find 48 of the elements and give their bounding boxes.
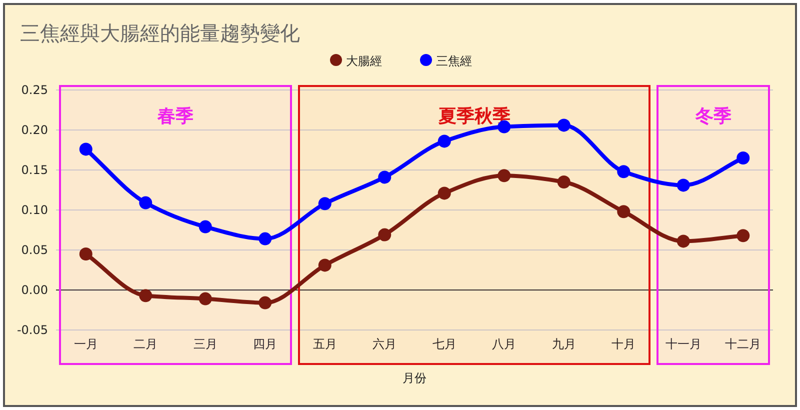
point xyxy=(378,170,392,184)
x-tick-label: 八月 xyxy=(492,337,516,351)
legend-label: 三焦經 xyxy=(436,54,472,68)
x-tick-label: 六月 xyxy=(372,337,397,351)
point xyxy=(258,296,272,310)
point xyxy=(139,196,152,210)
y-tick-label: 0.00 xyxy=(21,283,48,297)
band-label: 冬季 xyxy=(694,106,732,127)
point xyxy=(258,232,272,246)
x-tick-label: 十月 xyxy=(612,337,636,351)
x-axis-title: 月份 xyxy=(402,371,426,385)
point xyxy=(438,186,451,200)
point xyxy=(79,248,92,260)
point xyxy=(378,228,392,242)
legend-label: 大腸經 xyxy=(346,54,382,68)
y-tick-label: 0.15 xyxy=(21,163,48,177)
x-tick-label: 十二月 xyxy=(725,337,762,351)
x-tick-label: 二月 xyxy=(134,337,158,351)
y-tick-label: 0.05 xyxy=(21,243,48,257)
y-tick-label: 0.10 xyxy=(21,203,48,217)
point xyxy=(736,152,750,164)
point xyxy=(617,205,630,218)
point xyxy=(438,134,451,148)
point xyxy=(676,178,690,192)
point xyxy=(318,197,332,210)
y-tick-label: -0.05 xyxy=(16,323,48,337)
x-tick-label: 三月 xyxy=(193,337,218,351)
point xyxy=(557,176,570,188)
band-label: 春季 xyxy=(156,106,194,127)
point xyxy=(198,220,212,234)
point xyxy=(498,169,511,182)
y-tick-label: 0.25 xyxy=(21,83,48,97)
point xyxy=(318,258,332,272)
x-tick-label: 一月 xyxy=(74,337,98,351)
x-tick-label: 五月 xyxy=(312,337,337,351)
point xyxy=(139,289,152,302)
point xyxy=(676,234,690,248)
point xyxy=(736,229,750,242)
point xyxy=(617,165,630,178)
x-tick-label: 七月 xyxy=(432,337,456,351)
x-tick-label: 四月 xyxy=(253,337,278,351)
point xyxy=(198,292,212,306)
point xyxy=(79,142,92,156)
x-tick-label: 十一月 xyxy=(665,337,702,351)
x-tick-label: 九月 xyxy=(552,337,576,351)
chart-title: 三焦經與大腸經的能量趨勢變化 xyxy=(20,21,300,45)
point xyxy=(557,118,570,132)
y-tick-label: 0.20 xyxy=(21,123,48,137)
